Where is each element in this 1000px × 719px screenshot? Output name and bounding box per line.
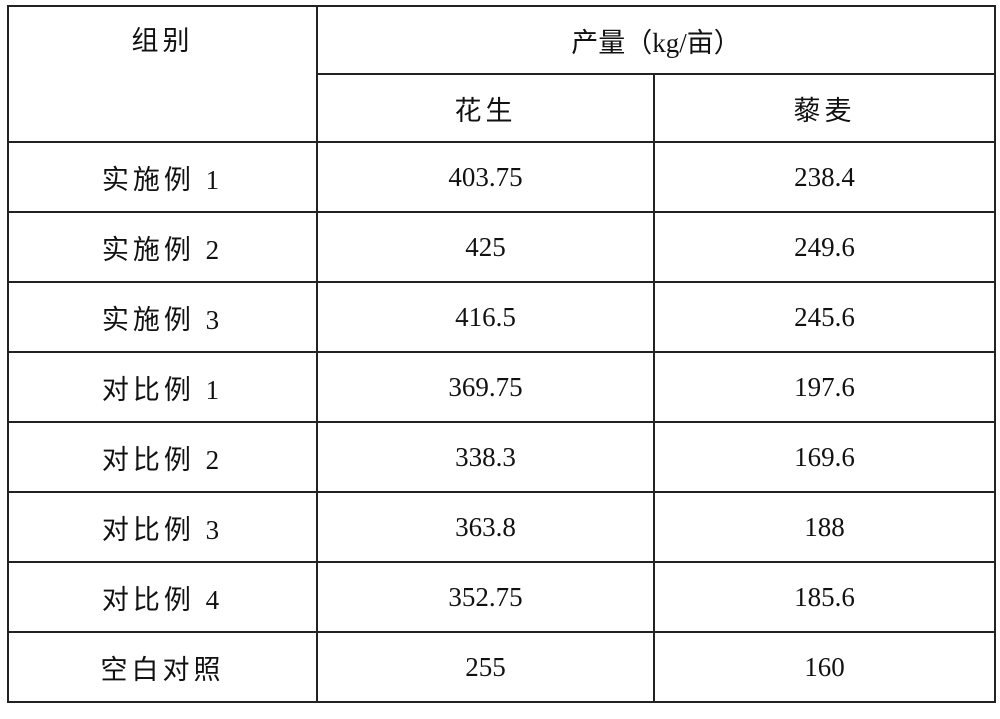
group-cell: 对比例 2 [7, 421, 318, 493]
peanut-cell: 369.75 [316, 351, 655, 423]
group-cell: 对比例 3 [7, 491, 318, 563]
group-cell: 对比例 1 [7, 351, 318, 423]
peanut-cell: 338.3 [316, 421, 655, 493]
table-row: 对比例 3 363.8 188 [7, 491, 997, 563]
table-body: 实施例 1 403.75 238.4 实施例 2 425 249.6 实施例 3… [7, 141, 997, 703]
quinoa-cell: 249.6 [652, 211, 997, 283]
peanut-cell: 363.8 [316, 491, 655, 563]
header-row-top: 组别 产量（kg/亩） [7, 5, 997, 143]
table-row: 对比例 2 338.3 169.6 [7, 421, 997, 493]
quinoa-header: 藜麦 [652, 73, 997, 143]
quinoa-cell: 238.4 [652, 141, 997, 213]
peanut-cell: 255 [316, 631, 655, 703]
peanut-cell: 425 [316, 211, 655, 283]
group-cell: 空白对照 [7, 631, 318, 703]
quinoa-cell: 188 [652, 491, 997, 563]
table-row: 实施例 1 403.75 238.4 [7, 141, 997, 213]
quinoa-cell: 197.6 [652, 351, 997, 423]
quinoa-cell: 245.6 [652, 281, 997, 353]
peanut-cell: 403.75 [316, 141, 655, 213]
group-cell: 实施例 1 [7, 141, 318, 213]
table-row: 对比例 4 352.75 185.6 [7, 561, 997, 633]
group-cell: 实施例 3 [7, 281, 318, 353]
quinoa-cell: 160 [652, 631, 997, 703]
group-cell: 实施例 2 [7, 211, 318, 283]
yield-header: 产量（kg/亩） [315, 5, 997, 75]
table-row: 实施例 2 425 249.6 [7, 211, 997, 283]
table-row: 空白对照 255 160 [7, 631, 997, 703]
group-cell: 对比例 4 [7, 561, 318, 633]
peanut-cell: 352.75 [316, 561, 655, 633]
quinoa-cell: 185.6 [652, 561, 997, 633]
yield-table: 组别 产量（kg/亩） 花生 藜麦 实施例 1 403.75 238.4 实施例… [7, 5, 997, 703]
table-row: 实施例 3 416.5 245.6 [7, 281, 997, 353]
table-header: 组别 产量（kg/亩） 花生 藜麦 [7, 5, 997, 143]
group-header: 组别 [7, 5, 318, 143]
quinoa-cell: 169.6 [652, 421, 997, 493]
table-row: 对比例 1 369.75 197.6 [7, 351, 997, 423]
peanut-header: 花生 [316, 73, 655, 143]
peanut-cell: 416.5 [316, 281, 655, 353]
header-row-sub: 花生 藜麦 [8, 73, 997, 143]
